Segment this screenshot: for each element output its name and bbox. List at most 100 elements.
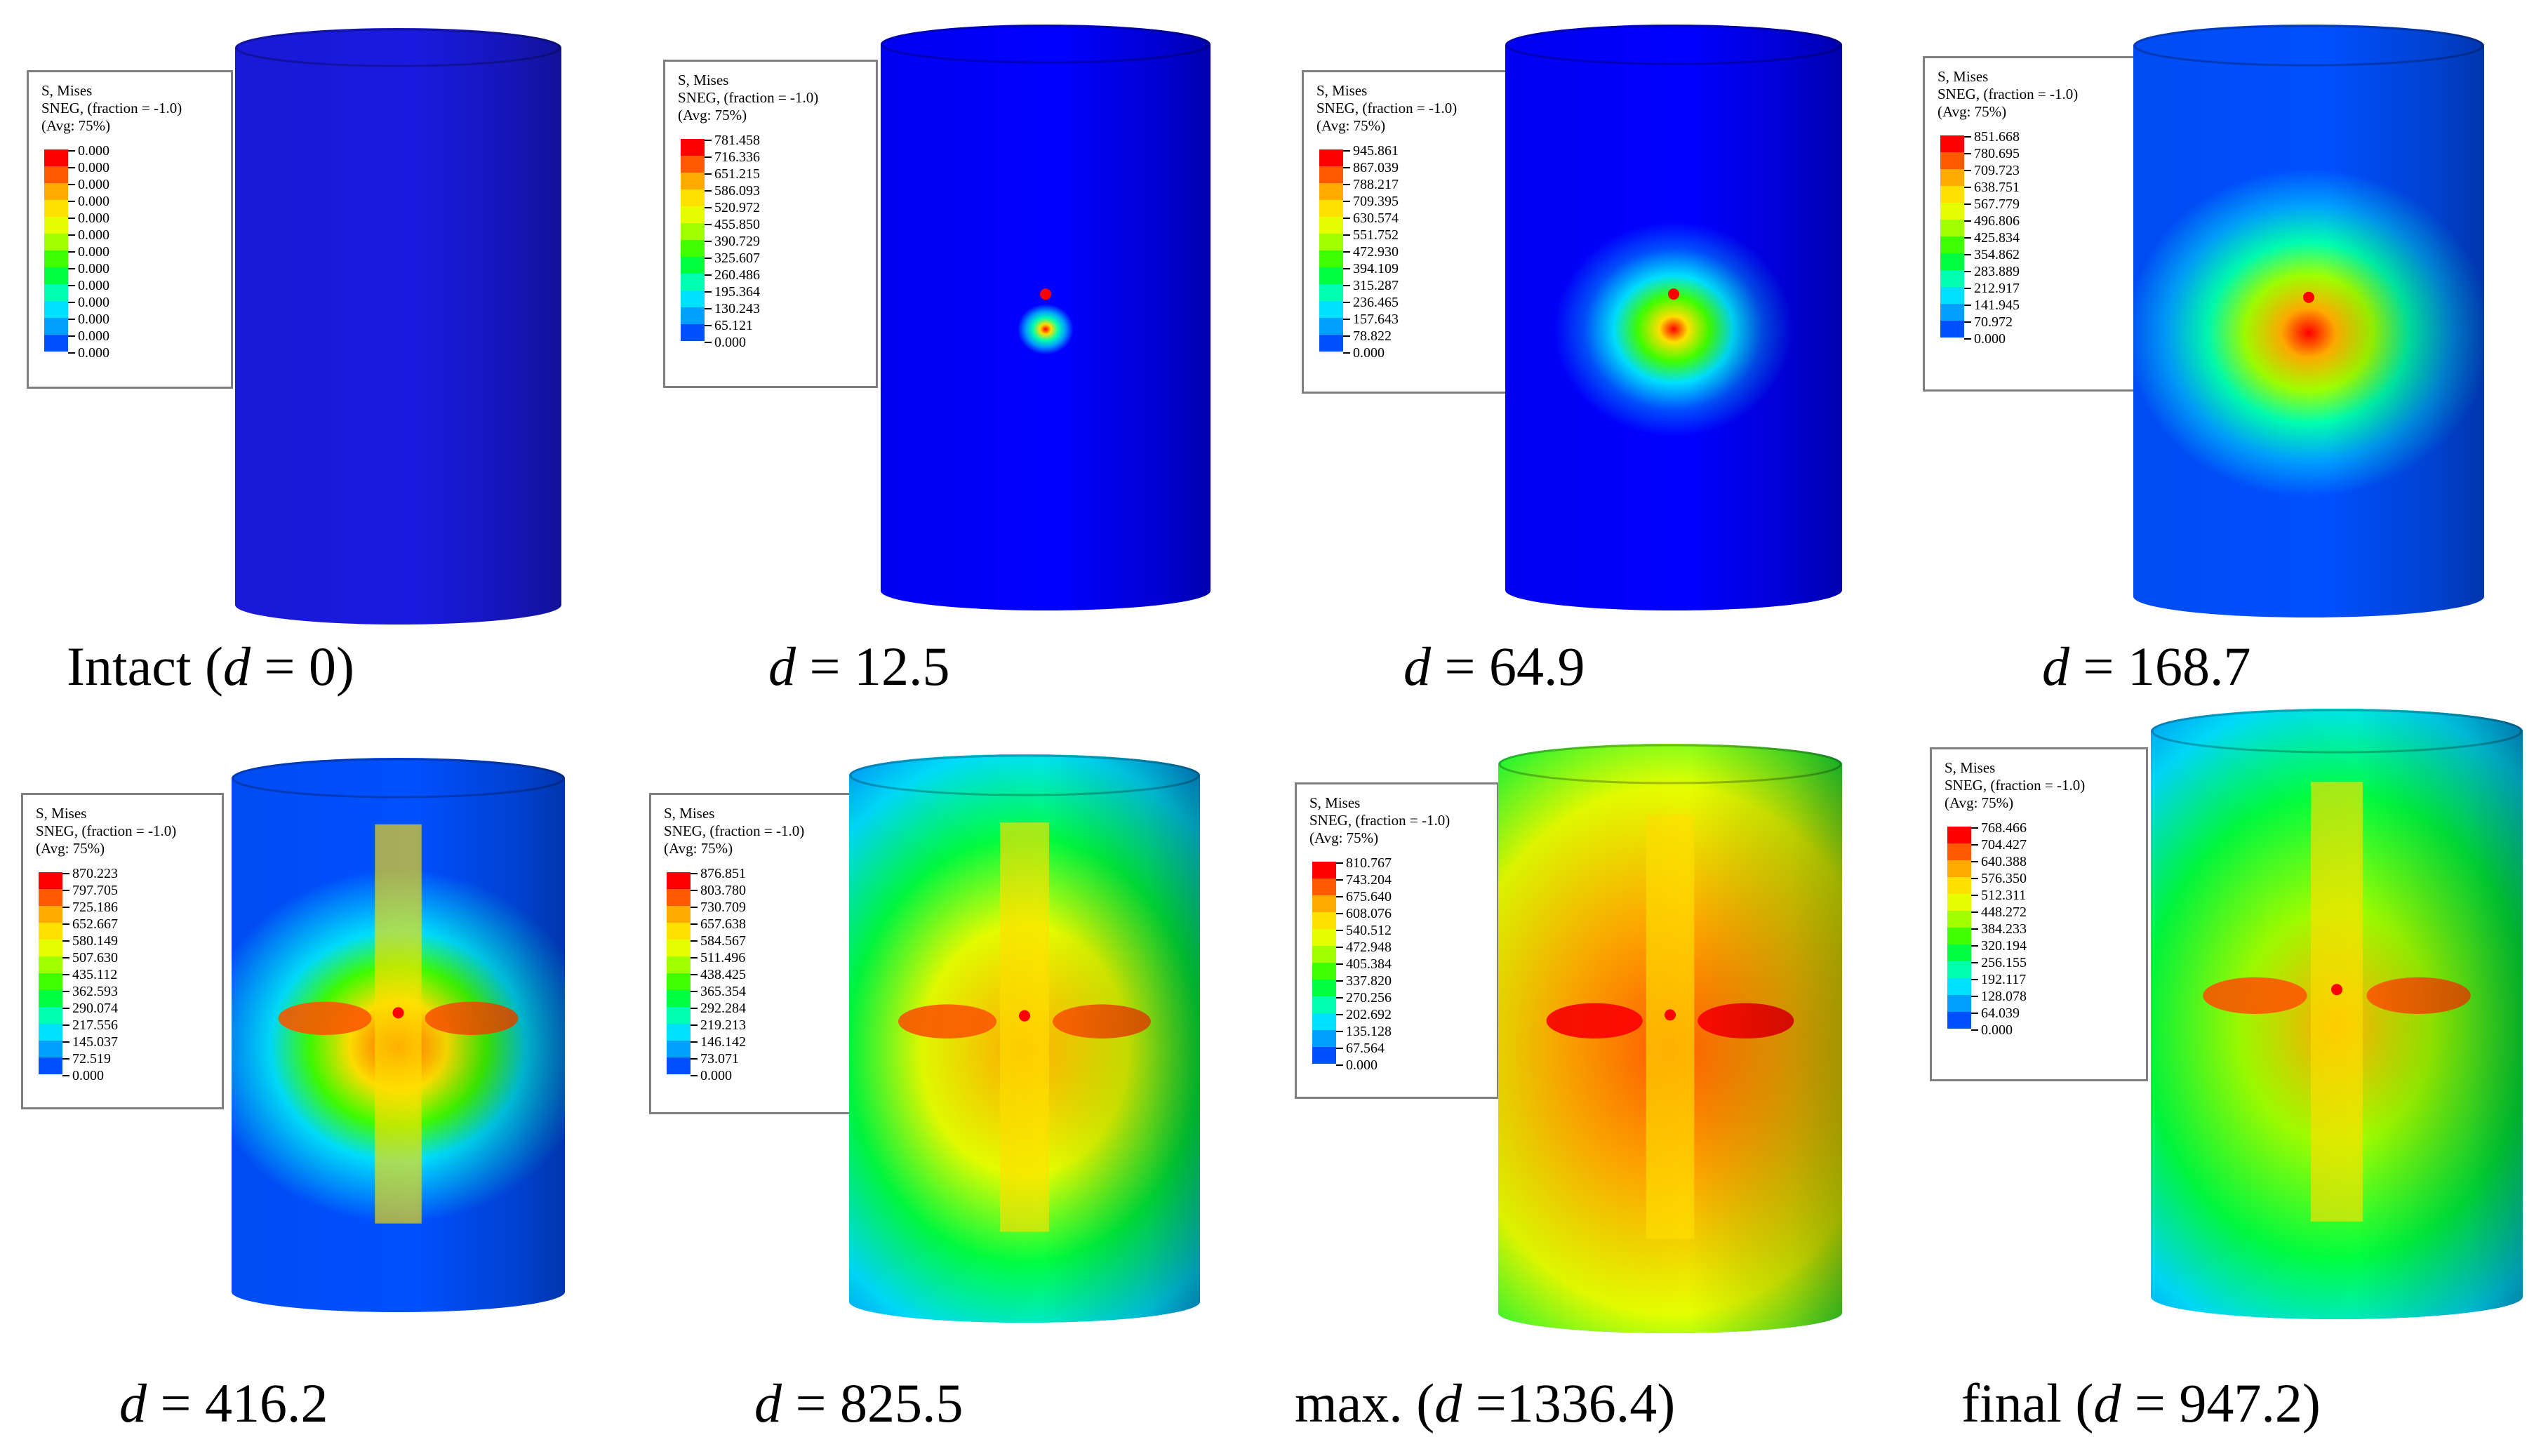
legend-tick xyxy=(1336,1031,1343,1032)
legend-tick xyxy=(705,291,712,293)
legend-value: 141.945 xyxy=(1974,298,2020,313)
legend-swatch xyxy=(1312,912,1336,929)
legend-header-line: (Avg: 75%) xyxy=(1945,794,2014,811)
legend-value: 576.350 xyxy=(1981,871,2027,886)
legend-swatch xyxy=(1319,251,1343,267)
legend-tick xyxy=(705,308,712,309)
legend-value: 0.000 xyxy=(1346,1057,1378,1073)
legend-value: 337.820 xyxy=(1346,973,1392,989)
legend-value: 851.668 xyxy=(1974,129,2020,145)
legend-tick xyxy=(1343,285,1350,286)
legend-header-line: S, Mises xyxy=(1938,68,1989,85)
legend-tick xyxy=(1336,1064,1343,1066)
legend-swatch xyxy=(44,318,68,335)
legend-tick xyxy=(1964,170,1971,171)
contour-legend: S, Mises SNEG, (fraction = -1.0) (Avg: 75%… xyxy=(27,70,233,389)
legend-value: 192.117 xyxy=(1981,972,2027,987)
legend-swatch xyxy=(1947,843,1971,860)
legend-header-line: S, Mises xyxy=(1945,759,1996,776)
legend-swatch xyxy=(667,1024,691,1041)
legend-header-line: (Avg: 75%) xyxy=(36,840,105,857)
legend-header-line: SNEG, (fraction = -1.0) xyxy=(1309,812,1450,829)
legend-value: 945.861 xyxy=(1353,143,1399,159)
legend-value: 797.705 xyxy=(72,883,118,898)
legend-value: 0.000 xyxy=(78,345,109,361)
caption-value: = 416.2 xyxy=(147,1372,328,1434)
legend-tick xyxy=(1964,136,1971,138)
legend-value: 496.806 xyxy=(1974,213,2020,229)
legend-value: 384.233 xyxy=(1981,921,2027,937)
legend-tick xyxy=(1964,254,1971,255)
legend-tick xyxy=(1971,1029,1978,1031)
legend-value: 362.593 xyxy=(72,984,118,999)
legend-tick xyxy=(705,274,712,276)
legend-value: 0.000 xyxy=(78,278,109,293)
legend-tick xyxy=(1971,861,1978,862)
legend-value: 256.155 xyxy=(1981,955,2027,970)
caption-variable: d xyxy=(223,636,251,697)
caption-variable: d xyxy=(768,636,796,697)
legend-value: 455.850 xyxy=(714,217,760,232)
legend-swatch xyxy=(667,872,691,889)
legend-swatch xyxy=(1312,879,1336,895)
legend-tick xyxy=(68,251,75,253)
legend-swatch xyxy=(1947,961,1971,978)
legend-swatch xyxy=(44,267,68,284)
legend-tick xyxy=(691,890,698,891)
legend-tick xyxy=(1343,268,1350,269)
legend-value: 64.039 xyxy=(1981,1006,2020,1021)
legend-value: 630.574 xyxy=(1353,211,1399,226)
legend-swatch xyxy=(44,301,68,318)
legend-tick xyxy=(1343,335,1350,337)
legend-swatch xyxy=(39,1057,62,1074)
legend-swatch xyxy=(39,1007,62,1024)
legend-tick xyxy=(1964,153,1971,154)
legend-tick xyxy=(1336,862,1343,864)
legend-tick xyxy=(62,957,69,959)
caption-value: = 825.5 xyxy=(782,1372,963,1434)
legend-value: 0.000 xyxy=(72,1068,104,1083)
legend-header-line: (Avg: 75%) xyxy=(41,117,111,134)
legend-swatch xyxy=(39,1041,62,1057)
legend-tick xyxy=(691,1008,698,1009)
legend-tick xyxy=(705,140,712,141)
legend-swatch xyxy=(667,1057,691,1074)
cylinder-stress-model xyxy=(1505,25,1842,610)
legend-tick xyxy=(1343,302,1350,303)
cylinder-rim xyxy=(232,758,565,799)
legend-swatch xyxy=(39,990,62,1007)
legend-header-line: SNEG, (fraction = -1.0) xyxy=(1945,777,2086,794)
legend-value: 72.519 xyxy=(72,1051,111,1067)
legend-swatch xyxy=(1940,220,1964,236)
legend-color-bar xyxy=(39,872,62,1074)
legend-tick xyxy=(62,907,69,908)
legend-tick xyxy=(62,1041,69,1043)
legend-tick xyxy=(1343,167,1350,168)
legend-color-bar xyxy=(1319,149,1343,352)
legend-value: 675.640 xyxy=(1346,889,1392,904)
legend-tick xyxy=(1336,930,1343,931)
legend-swatch xyxy=(681,240,705,257)
legend-swatch xyxy=(667,889,691,906)
cylinder-stress-model xyxy=(849,754,1200,1323)
cylinder-rim xyxy=(1505,25,1842,65)
legend-value: 0.000 xyxy=(78,227,109,243)
legend-color-bar xyxy=(667,872,691,1074)
legend-value: 551.752 xyxy=(1353,227,1399,243)
legend-header-line: S, Mises xyxy=(41,82,93,99)
legend-swatch xyxy=(1312,1047,1336,1064)
legend-value: 803.780 xyxy=(700,883,746,898)
legend-value: 657.638 xyxy=(700,916,746,932)
legend-swatch xyxy=(44,234,68,251)
legend-value: 540.512 xyxy=(1346,923,1392,938)
legend-swatch xyxy=(667,906,691,923)
legend-header-line: (Avg: 75%) xyxy=(1316,117,1386,134)
legend-value: 638.751 xyxy=(1974,180,2020,195)
legend-swatch xyxy=(1312,963,1336,980)
legend-value: 0.000 xyxy=(78,211,109,226)
legend-tick xyxy=(1336,980,1343,982)
legend-tick xyxy=(1964,305,1971,306)
legend-swatch xyxy=(1940,304,1964,321)
legend-value: 709.395 xyxy=(1353,194,1399,209)
legend-swatch xyxy=(39,973,62,990)
